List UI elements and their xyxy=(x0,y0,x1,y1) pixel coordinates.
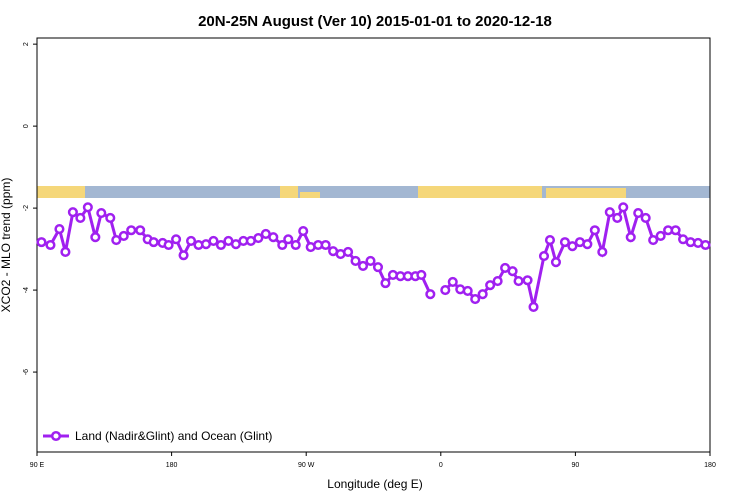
data-point xyxy=(290,239,301,251)
data-point xyxy=(440,285,451,296)
data-point xyxy=(365,255,376,267)
y-tick-label: -4 xyxy=(23,287,30,293)
y-tick-label: 2 xyxy=(23,42,30,46)
data-point xyxy=(528,301,539,312)
map-strip xyxy=(37,186,710,204)
data-point xyxy=(90,232,101,243)
data-point xyxy=(513,276,524,287)
data-point xyxy=(75,212,86,223)
data-point xyxy=(357,260,369,271)
data-point xyxy=(178,250,189,261)
data-point xyxy=(670,225,681,236)
data-point xyxy=(135,225,146,236)
data-point xyxy=(625,232,636,243)
data-point xyxy=(380,278,391,289)
data-point xyxy=(148,237,159,248)
data-point xyxy=(559,237,570,248)
data-point xyxy=(45,239,56,251)
data-point xyxy=(582,239,593,250)
data-point xyxy=(618,202,629,213)
data-point xyxy=(298,226,309,237)
x-axis-label: Longitude (deg E) xyxy=(327,477,422,491)
data-point xyxy=(507,266,518,277)
legend-marker xyxy=(50,430,62,442)
data-point xyxy=(277,239,288,251)
plot-background xyxy=(37,38,710,452)
y-tick-label: -2 xyxy=(23,205,30,211)
data-point xyxy=(96,207,107,219)
chart-title: 20N-25N August (Ver 10) 2015-01-01 to 20… xyxy=(198,13,552,30)
data-point xyxy=(343,246,354,258)
data-point xyxy=(215,239,227,251)
data-point xyxy=(350,255,361,267)
data-point xyxy=(648,235,659,246)
legend-label: Land (Nadir&Glint) and Ocean (Glint) xyxy=(75,429,272,443)
data-point xyxy=(640,212,651,223)
data-point xyxy=(485,280,496,291)
data-point xyxy=(416,269,427,280)
data-point xyxy=(118,230,129,242)
data-point xyxy=(604,207,615,218)
data-point xyxy=(425,289,436,300)
x-tick-label: 90 W xyxy=(298,462,315,469)
x-tick-label: 180 xyxy=(704,462,716,469)
y-axis-label: XCO2 - MLO trend (ppm) xyxy=(0,178,13,313)
x-tick-label: 180 xyxy=(166,462,178,469)
data-point xyxy=(185,235,197,246)
data-point xyxy=(492,276,503,287)
data-point xyxy=(36,237,47,248)
x-tick-label: 0 xyxy=(439,462,443,469)
data-point xyxy=(82,202,93,213)
data-point xyxy=(283,234,294,245)
data-point xyxy=(111,235,122,246)
data-point xyxy=(544,235,556,246)
data-point xyxy=(208,235,219,246)
data-point xyxy=(320,239,331,251)
data-point xyxy=(268,232,279,243)
data-point xyxy=(700,239,711,251)
data-point xyxy=(550,257,562,268)
data-point xyxy=(54,223,65,235)
x-tick-label: 90 E xyxy=(30,462,45,469)
data-point xyxy=(253,232,264,244)
data-point xyxy=(171,234,182,245)
data-point xyxy=(522,275,533,286)
data-point xyxy=(633,207,644,219)
data-point xyxy=(462,285,473,296)
data-point xyxy=(105,212,116,223)
data-point xyxy=(597,246,608,258)
y-tick-label: 0 xyxy=(23,124,30,128)
data-point xyxy=(477,289,488,300)
data-point xyxy=(67,207,78,218)
data-point xyxy=(655,230,666,242)
data-point xyxy=(470,294,481,305)
data-point xyxy=(612,212,623,223)
data-point xyxy=(60,246,71,258)
data-point xyxy=(589,225,600,236)
data-point xyxy=(447,276,458,287)
data-point xyxy=(567,241,578,252)
x-tick-label: 90 xyxy=(572,462,580,469)
data-point xyxy=(126,225,137,236)
data-point xyxy=(163,239,174,251)
data-point xyxy=(372,262,384,273)
y-tick-label: -6 xyxy=(23,369,30,375)
data-point xyxy=(538,251,550,262)
